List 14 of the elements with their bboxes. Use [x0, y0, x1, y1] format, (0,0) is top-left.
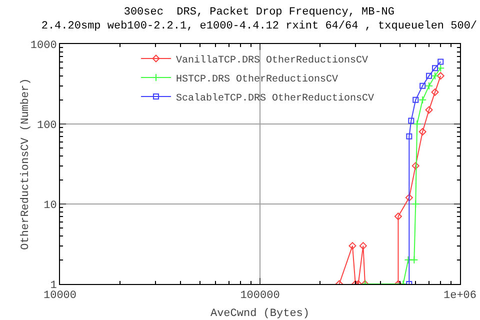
- legend-label: HSTCP.DRS OtherReductionsCV: [176, 73, 338, 86]
- x-tick-label: 1e+06: [443, 290, 477, 302]
- x-tick-label: 10000: [43, 290, 77, 302]
- y-tick-label: 10: [44, 200, 57, 212]
- x-axis-title: AveCwnd (Bytes): [210, 308, 310, 320]
- legend-label: VanillaTCP.DRS OtherReductionsCV: [176, 54, 368, 66]
- chart-subtitle: 2.4.20smp web100-2.2.1, e1000-4.4.12 rxint 64/64 , txqueuelen 500/: [41, 20, 478, 33]
- y-tick-label: 100: [36, 120, 57, 132]
- legend-label: ScalableTCP.DRS OtherReductionsCV: [176, 92, 374, 104]
- x-tick-label: 100000: [240, 290, 280, 302]
- y-tick-label: 1: [50, 280, 58, 292]
- y-tick-label: 1000: [30, 40, 57, 52]
- y-axis-title: OtherReductionsCV (Number): [20, 78, 32, 250]
- chart-title: 300sec DRS, Packet Drop Frequency, MB-NG: [124, 6, 395, 18]
